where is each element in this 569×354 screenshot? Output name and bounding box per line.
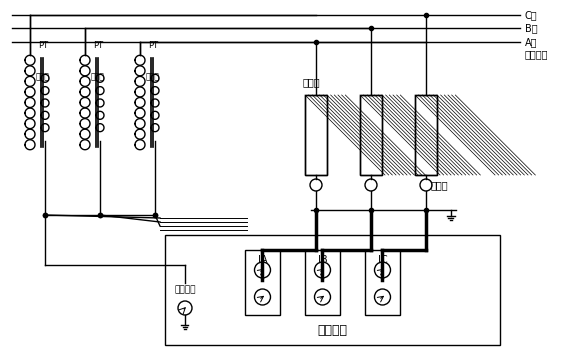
Text: B相: B相 xyxy=(525,23,538,33)
Bar xyxy=(305,95,327,175)
Text: IB: IB xyxy=(318,255,327,265)
Text: 二次側: 二次側 xyxy=(146,73,160,81)
Bar xyxy=(245,250,280,315)
Text: PT: PT xyxy=(93,41,103,50)
Text: 避雷器: 避雷器 xyxy=(303,77,320,87)
Text: PT: PT xyxy=(38,41,48,50)
Bar xyxy=(305,250,340,315)
Text: IC: IC xyxy=(378,255,387,265)
Bar xyxy=(165,235,500,345)
Text: A相: A相 xyxy=(525,37,538,47)
Text: 高壓母線: 高壓母線 xyxy=(525,49,549,59)
Text: 電壓輸入: 電壓輸入 xyxy=(174,285,196,295)
Bar xyxy=(365,250,400,315)
Text: 二次側: 二次側 xyxy=(91,73,105,81)
Text: 測試儀器: 測試儀器 xyxy=(318,324,348,337)
Text: 二次側: 二次側 xyxy=(36,73,50,81)
Bar xyxy=(415,95,437,175)
Text: 計數器: 計數器 xyxy=(431,180,448,190)
Bar xyxy=(305,95,327,175)
Bar xyxy=(360,95,382,175)
Text: PT: PT xyxy=(148,41,158,50)
Bar xyxy=(360,95,382,175)
Text: C相: C相 xyxy=(525,10,538,20)
Bar xyxy=(415,95,437,175)
Text: IA: IA xyxy=(258,255,267,265)
